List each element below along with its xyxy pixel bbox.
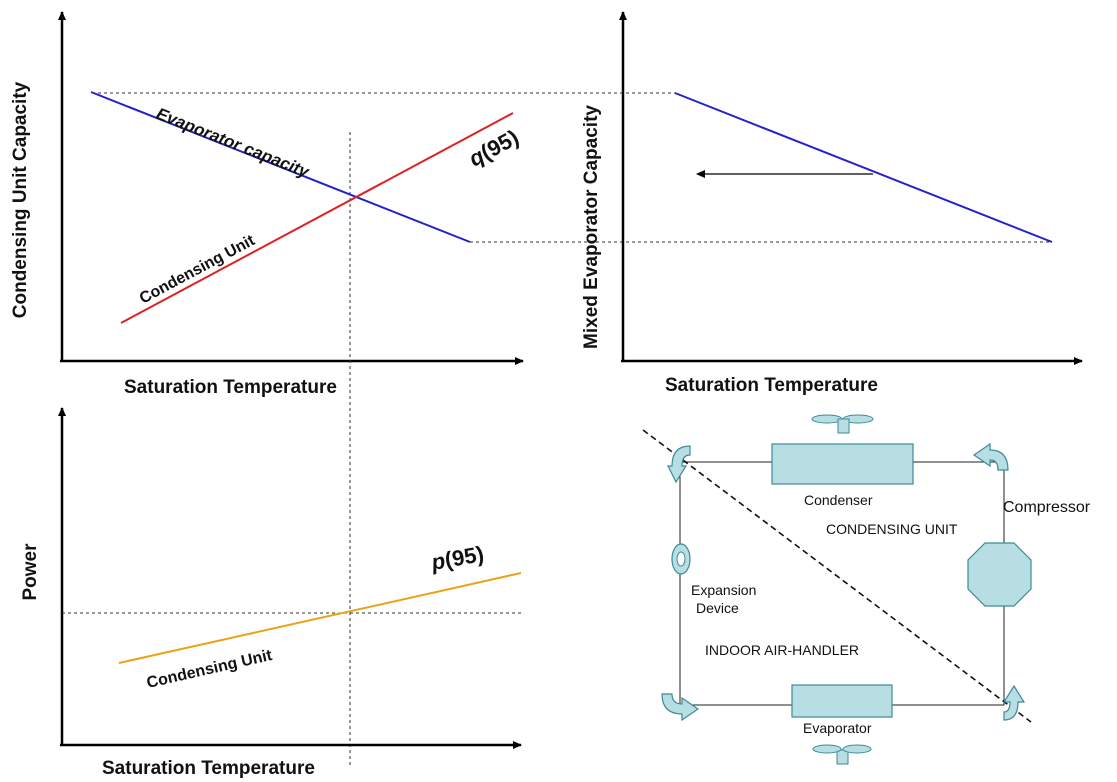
evaporator-capacity-line (90, 91, 471, 243)
expansion-line-2: Device (696, 600, 739, 616)
condenser-box (771, 443, 914, 485)
power-line (118, 572, 522, 664)
top-left-x-axis-label: Saturation Temperature (124, 377, 337, 398)
system-boundary-dashed-line (642, 429, 1032, 723)
bottom-left-x-axis-label: Saturation Temperature (102, 758, 315, 779)
top-right-chart: Mixed Evaporator Capacity Saturation Tem… (581, 11, 1083, 396)
mixed-evaporator-capacity-line (674, 92, 1053, 243)
condenser-fan-icon (811, 414, 874, 434)
bottom-left-y-axis-label: Power (20, 543, 41, 601)
evaporator-box (791, 684, 893, 718)
top-right-y-axis-label: Mixed Evaporator Capacity (581, 105, 602, 349)
q95-label: q(95) (465, 125, 523, 172)
condenser-label: Condenser (804, 492, 873, 508)
flow-arrow-top-left-icon (667, 445, 691, 484)
p-symbol: p (429, 548, 448, 575)
evaporator-label: Evaporator (803, 720, 872, 736)
expansion-device-label: Expansion Device (691, 582, 760, 616)
indoor-air-handler-label: INDOOR AIR-HANDLER (705, 642, 859, 658)
condensing-unit-region-label: CONDENSING UNIT (826, 521, 958, 537)
p95-label: p(95) (429, 541, 486, 575)
flow-arrow-top-right-icon (972, 442, 1009, 471)
flow-arrow-bottom-left-icon (661, 693, 700, 722)
flow-arrow-bottom-right-icon (1002, 684, 1026, 721)
evaporator-fan-icon (812, 744, 872, 765)
expansion-line-1: Expansion (691, 582, 756, 598)
bottom-left-chart: Condensing Unit p(95) Power Saturation T… (20, 407, 522, 779)
compressor-label: Compressor (1003, 499, 1091, 516)
p-argument: (95) (443, 541, 486, 572)
condensing-unit-capacity-line (120, 112, 514, 324)
compressor-octagon (967, 542, 1032, 607)
condensing-unit-label: Condensing Unit (137, 232, 258, 308)
evaporator-capacity-label: Evaporator capacity (154, 104, 314, 182)
top-right-x-axis-label: Saturation Temperature (665, 375, 878, 396)
refrigeration-schematic: Condenser Compressor CONDENSING UNIT Exp… (642, 414, 1091, 765)
top-left-y-axis-label: Condensing Unit Capacity (10, 81, 31, 318)
